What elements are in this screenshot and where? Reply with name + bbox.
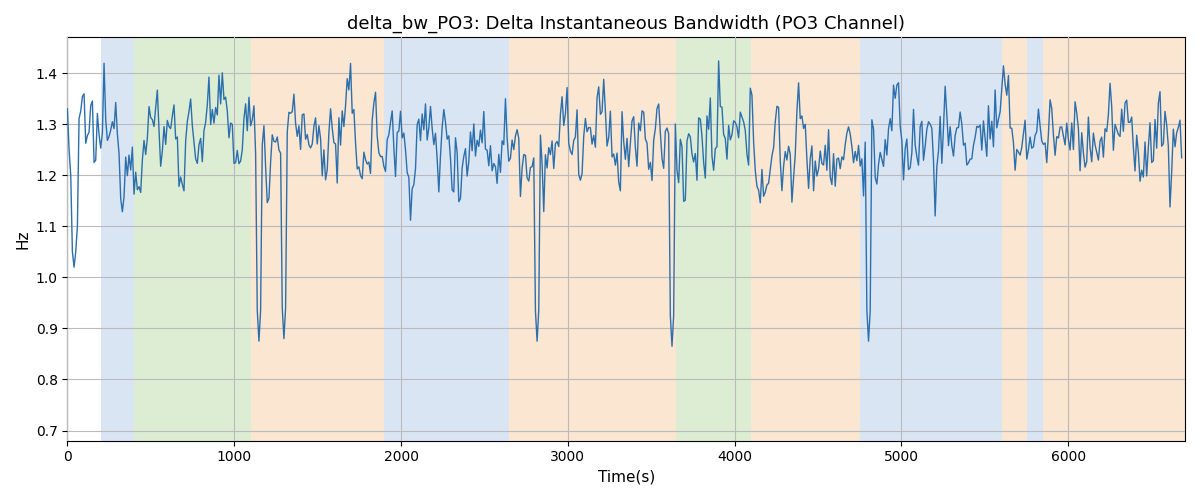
- Bar: [510, 38, 677, 440]
- Title: delta_bw_PO3: Delta Instantaneous Bandwidth (PO3 Channel): delta_bw_PO3: Delta Instantaneous Bandwi…: [347, 15, 905, 34]
- Bar: [859, 38, 1002, 440]
- Bar: [134, 38, 251, 440]
- Bar: [751, 38, 859, 440]
- Bar: [251, 38, 384, 440]
- Bar: [1043, 38, 1184, 440]
- Bar: [1002, 38, 1026, 440]
- Y-axis label: Hz: Hz: [16, 230, 30, 249]
- Bar: [384, 38, 510, 440]
- Bar: [677, 38, 751, 440]
- X-axis label: Time(s): Time(s): [598, 470, 655, 485]
- Bar: [101, 38, 134, 440]
- Bar: [1026, 38, 1043, 440]
